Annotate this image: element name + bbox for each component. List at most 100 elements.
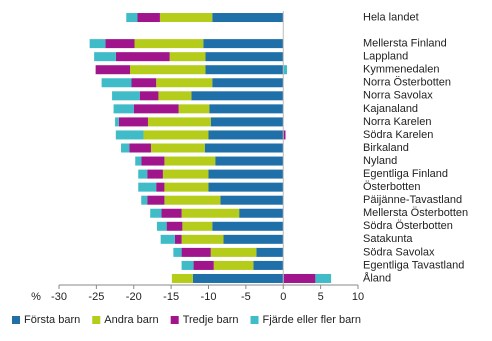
bar-segment bbox=[210, 117, 284, 127]
category-label: Mellersta Österbotten bbox=[363, 207, 468, 219]
category-label: Södra Savolax bbox=[363, 246, 435, 258]
category-label: Birkaland bbox=[363, 142, 409, 154]
category-label: Åland bbox=[363, 271, 391, 284]
bar-segment bbox=[137, 13, 160, 23]
bar-segment bbox=[182, 221, 213, 231]
bar-segment bbox=[208, 130, 284, 140]
category-label: Satakunta bbox=[363, 233, 413, 245]
bar-segment bbox=[129, 143, 151, 153]
bar-segment bbox=[193, 260, 214, 270]
bar-segment bbox=[139, 91, 159, 101]
bar-segment bbox=[239, 208, 284, 218]
bar-segment bbox=[174, 234, 182, 244]
bar-segment bbox=[191, 91, 284, 101]
bar-segment bbox=[135, 156, 142, 166]
bar-segment bbox=[283, 273, 316, 283]
bar-segment bbox=[94, 52, 116, 62]
bar-segment bbox=[205, 65, 284, 75]
bar-segment bbox=[118, 117, 148, 127]
bar-segment bbox=[166, 221, 183, 231]
bar-segment bbox=[164, 182, 209, 192]
bar-segment bbox=[95, 65, 131, 75]
bar-segment bbox=[159, 13, 213, 23]
category-label: Egentliga Finland bbox=[363, 168, 448, 180]
bar-segment bbox=[164, 156, 216, 166]
x-tick-label: -30 bbox=[51, 291, 67, 303]
bar-segment bbox=[212, 78, 284, 88]
legend-label: Tredje barn bbox=[183, 314, 239, 326]
bar-segment bbox=[283, 65, 287, 75]
x-tick-label: -15 bbox=[163, 291, 179, 303]
bar-segment bbox=[208, 182, 284, 192]
category-label: Norra Österbotten bbox=[363, 77, 451, 89]
bar-segment bbox=[143, 130, 209, 140]
bar-segment bbox=[173, 247, 182, 257]
bar-segment bbox=[112, 91, 140, 101]
legend-swatch bbox=[250, 316, 259, 324]
bar-segment bbox=[156, 78, 213, 88]
bar-segment bbox=[315, 273, 332, 283]
category-label: Kymmenedalen bbox=[363, 64, 439, 76]
bar-segment bbox=[105, 39, 135, 49]
bar-segment bbox=[89, 39, 106, 49]
category-label: Hela landet bbox=[363, 11, 419, 23]
bar-segment bbox=[213, 260, 254, 270]
bar-segment bbox=[150, 208, 162, 218]
category-label: Egentliga Tavastland bbox=[363, 259, 464, 271]
bar-segment bbox=[212, 221, 284, 231]
bar-segment bbox=[181, 260, 194, 270]
bar-segment bbox=[147, 169, 163, 179]
bar-segment bbox=[210, 247, 257, 257]
x-axis-label: % bbox=[31, 291, 41, 303]
bar-segment bbox=[283, 130, 286, 140]
x-tick-label: 10 bbox=[352, 291, 364, 303]
legend-swatch bbox=[92, 316, 101, 324]
legend-swatch bbox=[12, 316, 20, 324]
bar-segment bbox=[113, 104, 134, 114]
bar-segment bbox=[205, 52, 284, 62]
bar-segment bbox=[121, 143, 130, 153]
legend-label: Fjärde eller fler barn bbox=[263, 314, 361, 326]
category-label: Nyland bbox=[363, 155, 397, 167]
category-label: Norra Savolax bbox=[363, 90, 433, 102]
bar-segment bbox=[209, 104, 284, 114]
legend-label: Andra barn bbox=[104, 314, 158, 326]
bar-segment bbox=[164, 195, 221, 205]
category-label: Lappland bbox=[363, 51, 408, 63]
bar-segment bbox=[212, 13, 284, 23]
bar-segment bbox=[156, 182, 165, 192]
bar-segment bbox=[204, 143, 284, 153]
x-tick-label: -5 bbox=[241, 291, 251, 303]
bar-segment bbox=[158, 91, 192, 101]
bar-segment bbox=[115, 52, 170, 62]
category-label: Södra Karelen bbox=[363, 129, 433, 141]
category-label: Södra Österbotten bbox=[363, 220, 453, 232]
bar-segment bbox=[150, 143, 205, 153]
x-tick-label: 0 bbox=[280, 291, 286, 303]
bar-segment bbox=[147, 117, 211, 127]
bar-segment bbox=[181, 247, 211, 257]
bar-segment bbox=[115, 117, 119, 127]
x-tick-label: -10 bbox=[201, 291, 217, 303]
bar-segment bbox=[256, 247, 284, 257]
bar-segment bbox=[181, 208, 240, 218]
x-tick-label: 5 bbox=[318, 291, 324, 303]
bar-segment bbox=[101, 78, 132, 88]
bar-segment bbox=[115, 130, 144, 140]
category-label: Päijänne-Tavastland bbox=[363, 194, 462, 206]
bar-segment bbox=[162, 169, 209, 179]
bar-segment bbox=[134, 39, 204, 49]
bar-segment bbox=[169, 52, 206, 62]
legend-swatch bbox=[170, 316, 179, 324]
bar-segment bbox=[133, 104, 179, 114]
bar-segment bbox=[161, 208, 182, 218]
bar-segment bbox=[138, 182, 157, 192]
bar-segment bbox=[131, 78, 157, 88]
bar-segment bbox=[126, 13, 138, 23]
bar-segment bbox=[220, 195, 284, 205]
bar-segment bbox=[141, 156, 165, 166]
bar-segment bbox=[147, 195, 165, 205]
bar-segment bbox=[181, 234, 224, 244]
bar-segment bbox=[253, 260, 284, 270]
category-label: Österbotten bbox=[363, 181, 420, 193]
